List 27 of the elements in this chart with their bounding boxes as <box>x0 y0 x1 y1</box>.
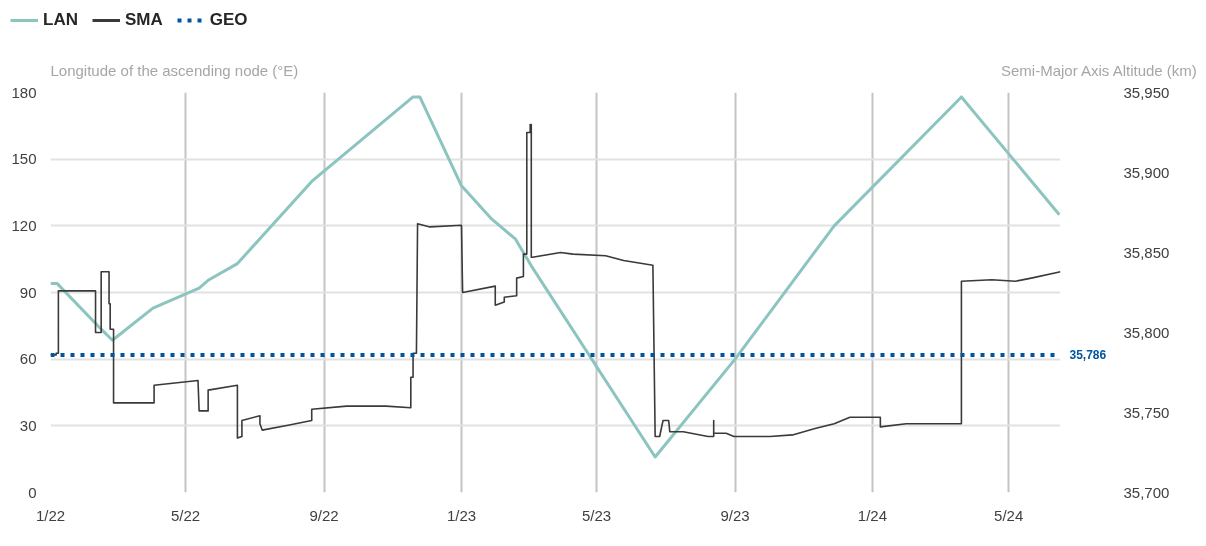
x-tick-label: 5/24 <box>994 506 1024 524</box>
x-tick-label: 5/23 <box>582 506 612 524</box>
legend-label: LAN <box>43 10 78 30</box>
x-tick-label: 1/23 <box>446 506 477 524</box>
y-tick-label: 30 <box>19 416 37 434</box>
y2-tick-label: 35,800 <box>1123 323 1170 341</box>
y2-tick-label: 35,950 <box>1123 83 1170 101</box>
x-tick-label: 9/22 <box>309 506 339 524</box>
y-tick-label: 60 <box>19 350 37 368</box>
legend-label: GEO <box>209 10 248 30</box>
y-tick-label: 120 <box>11 216 37 234</box>
y2-axis-title: Semi-Major Axis Altitude (km) <box>1000 61 1197 79</box>
legend-label: SMA <box>124 10 163 30</box>
y-tick-label: 0 <box>28 483 37 501</box>
x-tick-label: 9/23 <box>720 506 750 524</box>
y-axis-title: Longitude of the ascending node (°E) <box>50 61 299 79</box>
y-tick-label: 90 <box>19 283 37 301</box>
y2-tick-label: 35,850 <box>1123 243 1170 261</box>
y-tick-label: 150 <box>11 150 37 168</box>
data-label: 35,786 <box>1069 348 1107 363</box>
y2-tick-label: 35,900 <box>1123 163 1170 181</box>
y2-tick-label: 35,700 <box>1123 483 1170 501</box>
x-tick-label: 5/22 <box>171 506 201 524</box>
x-tick-label: 1/24 <box>857 506 888 524</box>
y-tick-label: 180 <box>11 83 37 101</box>
x-tick-label: 1/22 <box>35 506 66 524</box>
y2-tick-label: 35,750 <box>1123 403 1170 421</box>
